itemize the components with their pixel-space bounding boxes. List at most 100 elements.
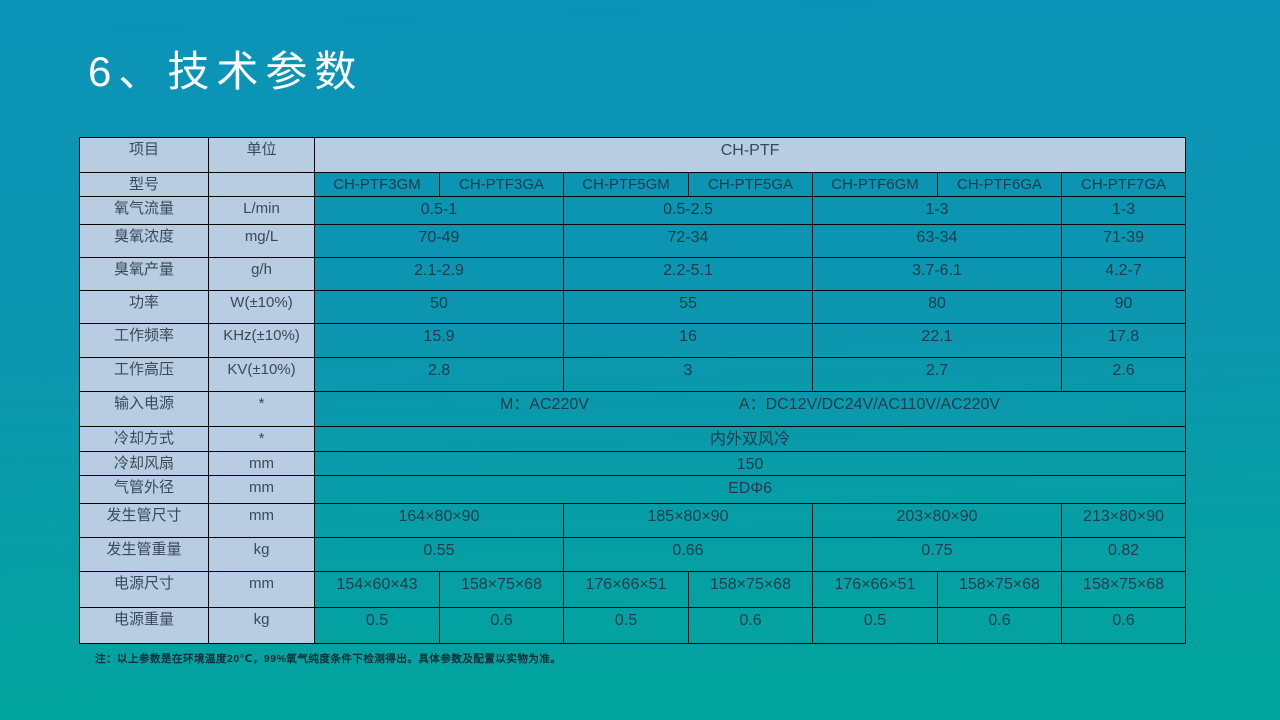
table-cell: 16 bbox=[563, 323, 813, 358]
table-cell: 0.5-1 bbox=[314, 196, 564, 225]
row-label: 臭氧浓度 bbox=[79, 224, 209, 258]
col-header-series: CH-PTF bbox=[313, 137, 1187, 173]
table-cell: 0.82 bbox=[1060, 537, 1187, 572]
table-row: 气管外径 mm EDΦ6 bbox=[79, 475, 1187, 504]
table-row: 臭氧浓度 mg/L 70-49 72-34 63-34 71-39 bbox=[79, 224, 1187, 258]
row-label: 氧气流量 bbox=[79, 196, 209, 225]
table-cell: 154×60×43 bbox=[314, 571, 440, 608]
row-unit: mm bbox=[208, 571, 315, 608]
table-row: 电源尺寸 mm 154×60×43 158×75×68 176×66×51 158×75×… bbox=[79, 571, 1187, 608]
table-cell: 50 bbox=[314, 290, 564, 324]
table-cell: 0.66 bbox=[563, 537, 813, 572]
table-cell: 176×66×51 bbox=[563, 571, 689, 608]
table-row: 臭氧产量 g/h 2.1-2.9 2.2-5.1 3.7-6.1 4.2-7 bbox=[79, 257, 1187, 291]
table-cell: 55 bbox=[563, 290, 813, 324]
row-unit: * bbox=[208, 391, 315, 427]
row-label: 电源尺寸 bbox=[79, 571, 209, 608]
row-label: 发生管重量 bbox=[79, 537, 209, 572]
row-unit: L/min bbox=[208, 196, 315, 225]
power-option-m: M：AC220V bbox=[499, 396, 589, 413]
table-cell: 1-3 bbox=[1060, 196, 1187, 225]
table-row: 工作频率 KHz(±10%) 15.9 16 22.1 17.8 bbox=[79, 323, 1187, 358]
table-cell: 0.5 bbox=[812, 607, 938, 644]
table-cell: 0.6 bbox=[439, 607, 564, 644]
footnote: 注：以上参数是在环境温度20℃，99%氧气纯度条件下检测得出。具体参数及配置以实… bbox=[95, 653, 562, 665]
power-option-a: A：DC12V/DC24V/AC110V/AC220V bbox=[738, 396, 1001, 413]
table-cell: 2.7 bbox=[812, 357, 1062, 392]
row-label: 发生管尺寸 bbox=[79, 503, 209, 538]
row-label: 输入电源 bbox=[79, 391, 209, 427]
row-unit: kg bbox=[208, 607, 315, 644]
table-cell: 80 bbox=[812, 290, 1062, 324]
table-cell: 71-39 bbox=[1060, 224, 1187, 258]
model-name: CH-PTF6GA bbox=[937, 172, 1062, 197]
table-cell: 3 bbox=[563, 357, 813, 392]
table-cell: 3.7-6.1 bbox=[812, 257, 1062, 291]
table-cell: 2.6 bbox=[1060, 357, 1187, 392]
row-label: 臭氧产量 bbox=[79, 257, 209, 291]
page-title: 6、技术参数 bbox=[88, 48, 364, 95]
table-row: 输入电源 * M：AC220V A：DC12V/DC24V/AC110V/AC220V bbox=[79, 391, 1187, 427]
table-cell: 0.5 bbox=[563, 607, 689, 644]
table-cell: 1-3 bbox=[812, 196, 1062, 225]
table-row: 冷却风扇 mm 150 bbox=[79, 451, 1187, 476]
row-unit: mg/L bbox=[208, 224, 315, 258]
table-cell: 176×66×51 bbox=[812, 571, 938, 608]
table-cell: 0.6 bbox=[1060, 607, 1187, 644]
table-cell: M：AC220V A：DC12V/DC24V/AC110V/AC220V bbox=[313, 391, 1187, 427]
table-row: 冷却方式 * 内外双风冷 bbox=[79, 426, 1187, 452]
table-row: 功率 W(±10%) 50 55 80 90 bbox=[79, 290, 1187, 324]
row-label: 型号 bbox=[79, 172, 209, 197]
table-cell: 2.8 bbox=[314, 357, 564, 392]
table-cell: EDΦ6 bbox=[313, 475, 1187, 504]
model-name: CH-PTF7GA bbox=[1060, 172, 1187, 197]
table-cell: 22.1 bbox=[812, 323, 1062, 358]
row-label: 冷却风扇 bbox=[79, 451, 209, 476]
model-name: CH-PTF3GM bbox=[314, 172, 440, 197]
row-label: 电源重量 bbox=[79, 607, 209, 644]
row-unit: * bbox=[208, 426, 315, 452]
row-unit: kg bbox=[208, 537, 315, 572]
table-cell: 2.1-2.9 bbox=[314, 257, 564, 291]
model-name: CH-PTF5GM bbox=[563, 172, 689, 197]
row-label: 功率 bbox=[79, 290, 209, 324]
row-unit: mm bbox=[208, 503, 315, 538]
power-options: M：AC220V A：DC12V/DC24V/AC110V/AC220V bbox=[316, 395, 1184, 414]
table-cell: 0.6 bbox=[688, 607, 813, 644]
col-header-unit: 单位 bbox=[208, 137, 315, 173]
tech-params-table: 项目 单位 CH-PTF 型号 CH-PTF3GM CH-PTF3GA CH-P… bbox=[79, 137, 1187, 644]
row-unit: W(±10%) bbox=[208, 290, 315, 324]
table-cell: 4.2-7 bbox=[1060, 257, 1187, 291]
table-cell: 158×75×68 bbox=[937, 571, 1062, 608]
table-cell: 2.2-5.1 bbox=[563, 257, 813, 291]
table-cell: 0.5 bbox=[314, 607, 440, 644]
table-cell: 72-34 bbox=[563, 224, 813, 258]
table-row: 发生管尺寸 mm 164×80×90 185×80×90 203×80×90 213×80… bbox=[79, 503, 1187, 538]
row-label: 气管外径 bbox=[79, 475, 209, 504]
row-unit: mm bbox=[208, 475, 315, 504]
row-unit: mm bbox=[208, 451, 315, 476]
table-cell: 203×80×90 bbox=[812, 503, 1062, 538]
model-row: 型号 CH-PTF3GM CH-PTF3GA CH-PTF5GM CH-PTF5… bbox=[79, 172, 1187, 197]
table-row: 电源重量 kg 0.5 0.6 0.5 0.6 0.5 0.6 0.6 bbox=[79, 607, 1187, 644]
table-cell: 158×75×68 bbox=[439, 571, 564, 608]
table-cell: 0.55 bbox=[314, 537, 564, 572]
table-cell: 185×80×90 bbox=[563, 503, 813, 538]
table-cell: 164×80×90 bbox=[314, 503, 564, 538]
row-label: 工作频率 bbox=[79, 323, 209, 358]
table-cell: 0.75 bbox=[812, 537, 1062, 572]
table-row: 发生管重量 kg 0.55 0.66 0.75 0.82 bbox=[79, 537, 1187, 572]
row-unit bbox=[208, 172, 315, 197]
col-header-item: 项目 bbox=[79, 137, 209, 173]
table-cell: 0.5-2.5 bbox=[563, 196, 813, 225]
table-cell: 15.9 bbox=[314, 323, 564, 358]
model-name: CH-PTF5GA bbox=[688, 172, 813, 197]
table-cell: 17.8 bbox=[1060, 323, 1187, 358]
table-cell: 70-49 bbox=[314, 224, 564, 258]
table-cell: 158×75×68 bbox=[1060, 571, 1187, 608]
row-label: 工作高压 bbox=[79, 357, 209, 392]
table-cell: 63-34 bbox=[812, 224, 1062, 258]
group-header-row: 项目 单位 CH-PTF bbox=[79, 137, 1187, 173]
row-unit: g/h bbox=[208, 257, 315, 291]
table-cell: 内外双风冷 bbox=[313, 426, 1187, 452]
